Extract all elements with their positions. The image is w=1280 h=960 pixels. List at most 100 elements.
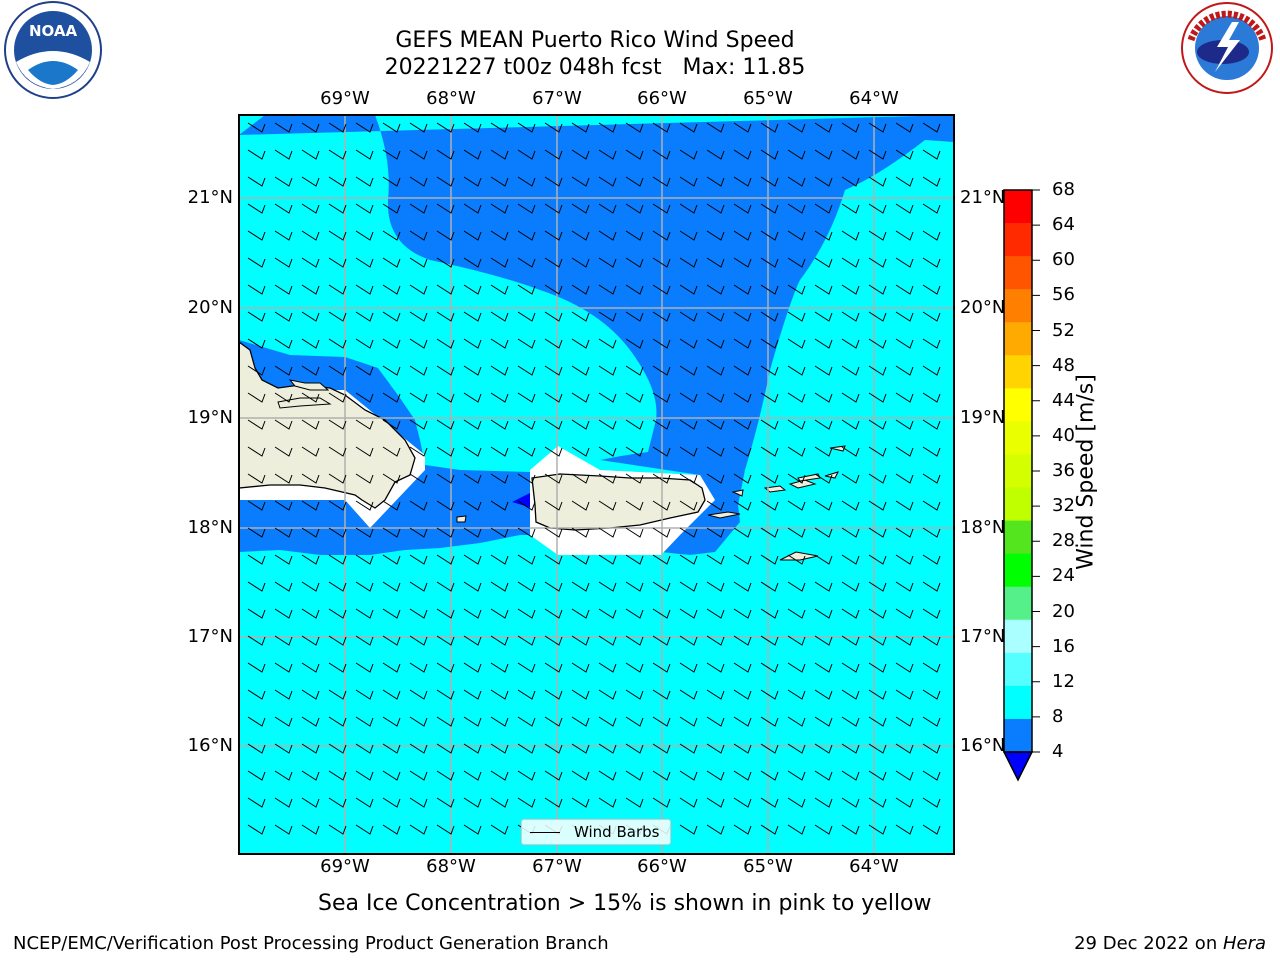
wind-barb <box>652 230 671 241</box>
wind-barb <box>652 257 671 268</box>
wind-barb <box>409 716 428 727</box>
wind-barb <box>868 635 887 646</box>
wind-barb <box>787 527 806 538</box>
wind-barb <box>706 662 725 673</box>
wind-barb <box>544 743 563 754</box>
wind-barb <box>787 203 806 214</box>
wind-barb <box>382 662 401 673</box>
land-tortuga <box>288 379 330 391</box>
wind-barb <box>814 311 833 322</box>
wind-barb <box>436 581 455 592</box>
wind-barb <box>571 743 590 754</box>
wind-barb <box>760 527 779 538</box>
wind-barb <box>247 689 266 700</box>
lat-label-left: 18°N <box>187 517 233 538</box>
colorbar-segment <box>1004 421 1032 455</box>
wind-barb <box>463 365 482 376</box>
wind-barb <box>355 419 374 430</box>
wind-barb <box>490 392 509 403</box>
wind-barb <box>436 176 455 187</box>
wind-barbs <box>247 122 941 835</box>
wind-barb <box>922 797 941 808</box>
wind-barb <box>652 419 671 430</box>
wind-barb <box>490 311 509 322</box>
wind-barb <box>247 392 266 403</box>
wind-barb <box>490 230 509 241</box>
wind-barb <box>247 365 266 376</box>
wind-barb <box>247 446 266 457</box>
wind-barb <box>382 365 401 376</box>
wind-barb <box>355 257 374 268</box>
land-hispaniola <box>238 340 416 509</box>
wind-barb <box>382 770 401 781</box>
wind-barb <box>247 581 266 592</box>
wind-barb <box>895 554 914 565</box>
wind-barb <box>895 446 914 457</box>
wind-barb <box>571 176 590 187</box>
wind-barb <box>841 149 860 160</box>
wind-barb <box>625 770 644 781</box>
wind-barb <box>679 797 698 808</box>
wind-barb <box>436 716 455 727</box>
wind-barb <box>679 311 698 322</box>
wind-barb <box>598 635 617 646</box>
wind-barb <box>301 500 320 511</box>
wind-barb <box>328 230 347 241</box>
wind-barb <box>328 554 347 565</box>
wind-barb <box>544 176 563 187</box>
wind-barb <box>841 797 860 808</box>
wind-barb <box>517 527 536 538</box>
wind-barb <box>868 203 887 214</box>
wind-barb <box>436 554 455 565</box>
wind-barb <box>544 365 563 376</box>
wind-barb <box>544 338 563 349</box>
wind-barb <box>868 284 887 295</box>
wind-barb <box>841 770 860 781</box>
wind-barb <box>868 122 887 133</box>
footer-date-text: 29 Dec 2022 on <box>1074 933 1223 954</box>
wind-barb <box>679 662 698 673</box>
wind-barb <box>382 797 401 808</box>
wind-barb <box>625 392 644 403</box>
wind-barb <box>922 338 941 349</box>
wind-barb <box>841 338 860 349</box>
wind-barb <box>841 662 860 673</box>
wind-barb <box>382 338 401 349</box>
wind-barb <box>679 230 698 241</box>
wind-barb <box>571 149 590 160</box>
wind-barb <box>544 392 563 403</box>
wind-barb <box>787 500 806 511</box>
wind-barb <box>652 149 671 160</box>
wind-barb <box>247 338 266 349</box>
wind-barb <box>868 662 887 673</box>
wind-barb <box>922 284 941 295</box>
wind-barb <box>517 662 536 673</box>
wind-barb <box>490 554 509 565</box>
wind-barb <box>382 527 401 538</box>
colorbar-segment <box>1004 322 1032 356</box>
wind-barb <box>463 689 482 700</box>
wind-barb <box>355 338 374 349</box>
wind-barb <box>679 581 698 592</box>
wind-barb <box>274 122 293 133</box>
wind-barb <box>652 743 671 754</box>
wind-barb <box>814 419 833 430</box>
wind-barb <box>301 446 320 457</box>
wind-barb <box>679 743 698 754</box>
wind-barb <box>463 419 482 430</box>
wind-barb <box>868 689 887 700</box>
wind-barb <box>436 527 455 538</box>
wind-barb <box>517 338 536 349</box>
wind-barb <box>868 338 887 349</box>
lat-label-right: 21°N <box>960 187 1006 208</box>
wind-barb <box>409 662 428 673</box>
wind-barb <box>760 419 779 430</box>
wind-barb <box>922 824 941 835</box>
wind-barb <box>598 257 617 268</box>
map-frame <box>238 114 955 855</box>
wind-barb <box>382 311 401 322</box>
wind-barb <box>922 527 941 538</box>
wind-barb <box>652 338 671 349</box>
wind-barb <box>895 473 914 484</box>
wind-barb <box>274 338 293 349</box>
